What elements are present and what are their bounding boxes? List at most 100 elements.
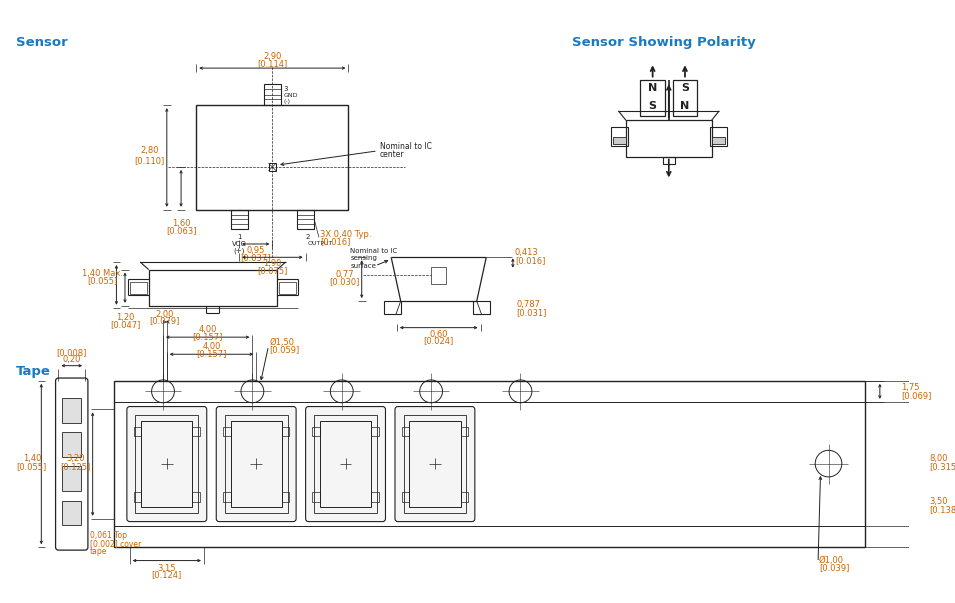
Text: [0.030]: [0.030] (329, 277, 360, 286)
Text: surface: surface (350, 263, 376, 269)
Text: [0.037]: [0.037] (240, 253, 270, 262)
Bar (710, 127, 727, 146)
Text: [0.059]: [0.059] (269, 345, 300, 354)
Bar (230, 421, 282, 507)
Text: [0.110]: [0.110] (135, 156, 165, 165)
Bar (193, 492, 201, 502)
Text: [0.002] cover: [0.002] cover (90, 539, 141, 548)
Bar (312, 426, 320, 436)
Bar (404, 415, 466, 513)
Bar (264, 84, 281, 105)
Bar (149, 270, 277, 306)
Bar (410, 421, 460, 507)
Bar (473, 301, 490, 314)
Text: [0.063]: [0.063] (166, 226, 197, 235)
Text: S: S (681, 83, 689, 93)
Text: [0.069]: [0.069] (901, 391, 931, 400)
Text: [0.047]: [0.047] (110, 320, 140, 329)
Text: 0,95: 0,95 (246, 246, 265, 255)
Text: [0.031]: [0.031] (517, 308, 547, 317)
Bar (371, 426, 379, 436)
Text: Tape: Tape (15, 365, 51, 377)
Bar (62, 467, 81, 491)
Text: 3,20: 3,20 (66, 454, 85, 463)
Bar (297, 210, 314, 229)
Text: N: N (680, 101, 690, 111)
Bar (223, 426, 230, 436)
Text: 0,061 Top: 0,061 Top (90, 531, 127, 540)
Text: GND: GND (284, 93, 298, 98)
Text: N: N (648, 83, 657, 93)
Text: [0.024]: [0.024] (424, 336, 454, 346)
Text: 0,787: 0,787 (517, 300, 541, 309)
Bar (223, 492, 230, 502)
Text: 8,00: 8,00 (929, 454, 947, 463)
Text: [0.114]: [0.114] (257, 59, 287, 68)
Bar (197, 105, 349, 210)
Text: [0.124]: [0.124] (152, 570, 182, 579)
Bar (230, 210, 247, 229)
Bar (279, 282, 296, 294)
Text: 3: 3 (284, 86, 288, 92)
Bar (62, 432, 81, 457)
Bar (402, 492, 410, 502)
Bar (711, 136, 725, 144)
Text: OUTPUT: OUTPUT (308, 241, 333, 246)
FancyBboxPatch shape (395, 406, 475, 522)
Text: 1: 1 (237, 235, 242, 241)
Text: (+): (+) (233, 248, 244, 254)
Text: [0.039]: [0.039] (819, 563, 849, 572)
Text: VCC: VCC (232, 241, 246, 247)
Text: 0,413: 0,413 (515, 248, 539, 257)
Text: 2,00: 2,00 (156, 310, 174, 319)
Bar (130, 282, 147, 294)
Bar (611, 127, 628, 146)
Text: 0,77: 0,77 (335, 270, 354, 279)
Text: 1,75: 1,75 (901, 383, 920, 392)
Bar (224, 415, 287, 513)
Bar (384, 301, 401, 314)
Text: 4,00: 4,00 (199, 325, 217, 334)
Text: Sensor Showing Polarity: Sensor Showing Polarity (572, 36, 755, 49)
Text: 2: 2 (306, 235, 310, 241)
Text: [0.055]: [0.055] (16, 462, 47, 471)
Text: 2,80: 2,80 (140, 147, 159, 156)
Text: Nominal to IC: Nominal to IC (350, 248, 397, 254)
Text: 1,40 Max.: 1,40 Max. (82, 269, 122, 278)
Text: center: center (380, 150, 404, 159)
Text: (-): (-) (284, 99, 290, 104)
Bar (663, 157, 674, 164)
Text: Sensor: Sensor (15, 36, 68, 49)
Text: [0.016]: [0.016] (515, 256, 545, 265)
Bar (371, 492, 379, 502)
Bar (282, 426, 289, 436)
Text: 2,90: 2,90 (264, 52, 282, 61)
Bar (193, 426, 201, 436)
Bar (141, 421, 193, 507)
Text: 1,40: 1,40 (23, 454, 41, 463)
Text: 1,90: 1,90 (264, 259, 282, 268)
Bar (282, 492, 289, 502)
Text: [0.016]: [0.016] (320, 236, 350, 245)
Text: tape: tape (90, 546, 107, 555)
Text: 0,20: 0,20 (63, 355, 81, 364)
Text: 1,60: 1,60 (172, 218, 190, 227)
FancyBboxPatch shape (306, 406, 386, 522)
Bar (312, 492, 320, 502)
Bar (314, 415, 377, 513)
Bar (460, 492, 468, 502)
Text: [0.157]: [0.157] (197, 349, 226, 358)
Text: [0.157]: [0.157] (193, 332, 223, 341)
Bar (62, 500, 81, 525)
Bar (134, 492, 141, 502)
Text: Ø1,00: Ø1,00 (819, 556, 844, 565)
Text: [0.079]: [0.079] (150, 317, 180, 326)
Bar (613, 136, 626, 144)
Text: [0.055]: [0.055] (87, 277, 117, 286)
Text: [0.008]: [0.008] (56, 348, 87, 357)
Bar (460, 426, 468, 436)
Text: [0.138]: [0.138] (929, 505, 955, 514)
Bar (62, 398, 81, 423)
Bar (136, 415, 199, 513)
Text: [0.125]: [0.125] (60, 462, 91, 471)
